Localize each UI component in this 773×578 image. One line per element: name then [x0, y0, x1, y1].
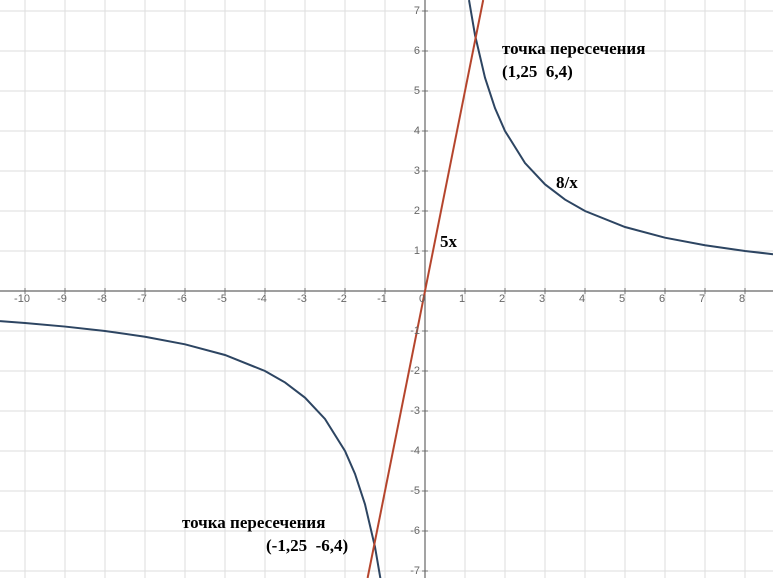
x-tick-label: -5 — [217, 293, 227, 305]
x-tick-label: -4 — [257, 293, 267, 305]
x-tick-label: -8 — [97, 293, 107, 305]
x-tick-label: 5 — [619, 293, 625, 305]
y-tick-label: -4 — [410, 445, 420, 457]
x-tick-label: -10 — [14, 293, 30, 305]
x-tick-label: -3 — [297, 293, 307, 305]
y-tick-label: 5 — [414, 85, 420, 97]
x-tick-label: -2 — [337, 293, 347, 305]
x-tick-label: -1 — [377, 293, 387, 305]
x-tick-label: -6 — [177, 293, 187, 305]
y-tick-label: -7 — [410, 565, 420, 577]
x-tick-label: 3 — [539, 293, 545, 305]
labels: -10 -9 -8 -7 -6 -5 -4 -3 -2 -1 0 1 2 3 4 5 6 7 8-7-6-5-4-3… — [14, 5, 745, 577]
curve — [366, 0, 485, 578]
x-tick-label: 4 — [579, 293, 585, 305]
y-tick-label: 4 — [414, 125, 420, 137]
y-tick-label: 2 — [414, 205, 420, 217]
y-tick-label: 3 — [414, 165, 420, 177]
annotation: точка пересечения — [182, 513, 325, 532]
x-tick-label: 0 — [419, 293, 425, 305]
x-tick-label: -9 — [57, 293, 67, 305]
annotation: точка пересечения — [502, 39, 645, 58]
curve-label: 8/x — [556, 173, 578, 192]
x-tick-label: -7 — [137, 293, 147, 305]
x-tick-label: 2 — [499, 293, 505, 305]
y-tick-label: -2 — [410, 365, 420, 377]
x-tick-label: 7 — [699, 293, 705, 305]
x-tick-label: 8 — [739, 293, 745, 305]
annotation: (-1,25 -6,4) — [266, 536, 348, 555]
y-tick-label: 7 — [414, 5, 420, 17]
annotation: (1,25 6,4) — [502, 62, 573, 81]
y-tick-label: -1 — [410, 325, 420, 337]
y-tick-label: -6 — [410, 525, 420, 537]
y-tick-label: -3 — [410, 405, 420, 417]
y-tick-label: 6 — [414, 45, 420, 57]
x-tick-label: 6 — [659, 293, 665, 305]
y-tick-label: -5 — [410, 485, 420, 497]
y-tick-label: 1 — [414, 245, 420, 257]
x-tick-label: 1 — [459, 293, 465, 305]
curve-label: 5x — [440, 232, 458, 251]
